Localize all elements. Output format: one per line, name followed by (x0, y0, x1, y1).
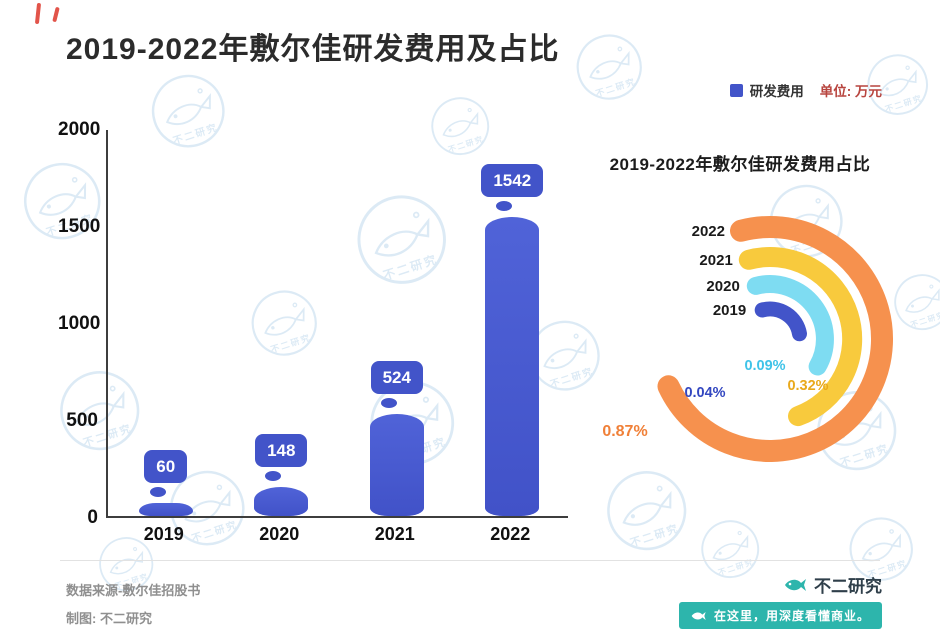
x-axis-label-2019: 2019 (143, 524, 184, 544)
y-axis-tick-0: 0 (87, 507, 98, 528)
legend-series-label: 研发费用 (749, 84, 804, 99)
radial-ring-2021 (738, 246, 863, 427)
legend-swatch (729, 83, 743, 97)
y-axis-tick-500: 500 (66, 410, 98, 431)
ring-year-label-2022: 2022 (692, 223, 725, 240)
radial-ring-2022 (657, 216, 893, 462)
ring-pct-label-2019: 0.04% (684, 385, 725, 401)
bar-2020 (254, 487, 309, 516)
callout-tail (380, 398, 397, 409)
brand-watermark: 不二研究 (565, 23, 655, 116)
radial-ring-2020 (746, 275, 834, 376)
x-axis-label-2020: 2020 (259, 524, 300, 544)
bar-chart-plot-area: 60 148 524 1542 (106, 130, 568, 518)
radial-chart-rings: 2022 0.87% 2021 0.32% 2020 0.09% 2019 0.04% (602, 216, 893, 462)
svg-text:不二研究: 不二研究 (594, 75, 637, 98)
bar-2021 (369, 414, 424, 516)
brand-row: 不二研究 (784, 572, 882, 597)
bar-2019 (138, 503, 193, 516)
legend-unit-label: 单位: 万元 (819, 84, 882, 99)
decorative-mark (34, 2, 42, 25)
chart-credit-label: 制图: 不二研究 (66, 611, 152, 626)
radial-chart: 2019-2022年敷尔佳研发费用占比 2022 0.87% 2021 0.32% 20… (565, 150, 915, 519)
x-axis-label-2022: 2022 (490, 524, 531, 544)
ring-pct-label-2020: 0.09% (744, 358, 785, 374)
footer-divider (60, 560, 880, 561)
page-title: 2019-2022年敷尔佳研发费用及占比 (66, 33, 560, 66)
bar-value-callout: 1542 (481, 163, 544, 197)
bar-group-2021: 524 (369, 361, 424, 516)
callout-tail (496, 200, 513, 211)
data-source-label: 数据来源-敷尔佳招股书 (66, 583, 201, 598)
ring-year-label-2019: 2019 (713, 302, 746, 319)
bar-group-2020: 148 (254, 434, 309, 516)
y-axis-tick-1000: 1000 (58, 313, 101, 334)
brand-slogan: 在这里，用深度看懂商业。 (713, 609, 870, 623)
callout-tail (265, 471, 282, 482)
brand-slogan-pill: 在这里，用深度看懂商业。 (678, 602, 882, 629)
ring-pct-label-2022: 0.87% (602, 423, 647, 440)
brand-name: 不二研究 (814, 577, 882, 596)
legend: 研发费用 单位: 万元 (729, 80, 882, 100)
x-axis-label-2021: 2021 (374, 524, 415, 544)
ring-year-label-2020: 2020 (706, 278, 739, 295)
slogan-fish-icon (691, 611, 706, 620)
svg-text:不二研究: 不二研究 (629, 522, 681, 550)
bar-group-2019: 60 (138, 450, 193, 516)
svg-text:不二研究: 不二研究 (884, 93, 924, 115)
brand-block: 不二研究 在这里，用深度看懂商业。 (678, 572, 882, 629)
bar-value-callout: 524 (370, 361, 423, 395)
radial-chart-title: 2019-2022年敷尔佳研发费用占比 (609, 155, 871, 174)
bar-2022 (485, 216, 540, 516)
radial-ring-2019 (754, 301, 807, 342)
ring-year-label-2021: 2021 (699, 252, 732, 269)
y-axis-tick-2000: 2000 (58, 119, 101, 140)
decorative-mark (52, 6, 60, 23)
bar-group-2022: 1542 (481, 163, 544, 516)
y-axis-tick-1500: 1500 (58, 216, 101, 237)
bar-value-callout: 148 (255, 434, 308, 468)
bar-value-callout: 60 (144, 450, 188, 483)
brand-fish-icon (785, 578, 806, 591)
bar-chart: 60 148 524 1542 0 500 1000 1500 2000 2019 2020 202… (58, 118, 570, 568)
ring-pct-label-2021: 0.32% (787, 378, 828, 394)
callout-tail (149, 487, 166, 497)
